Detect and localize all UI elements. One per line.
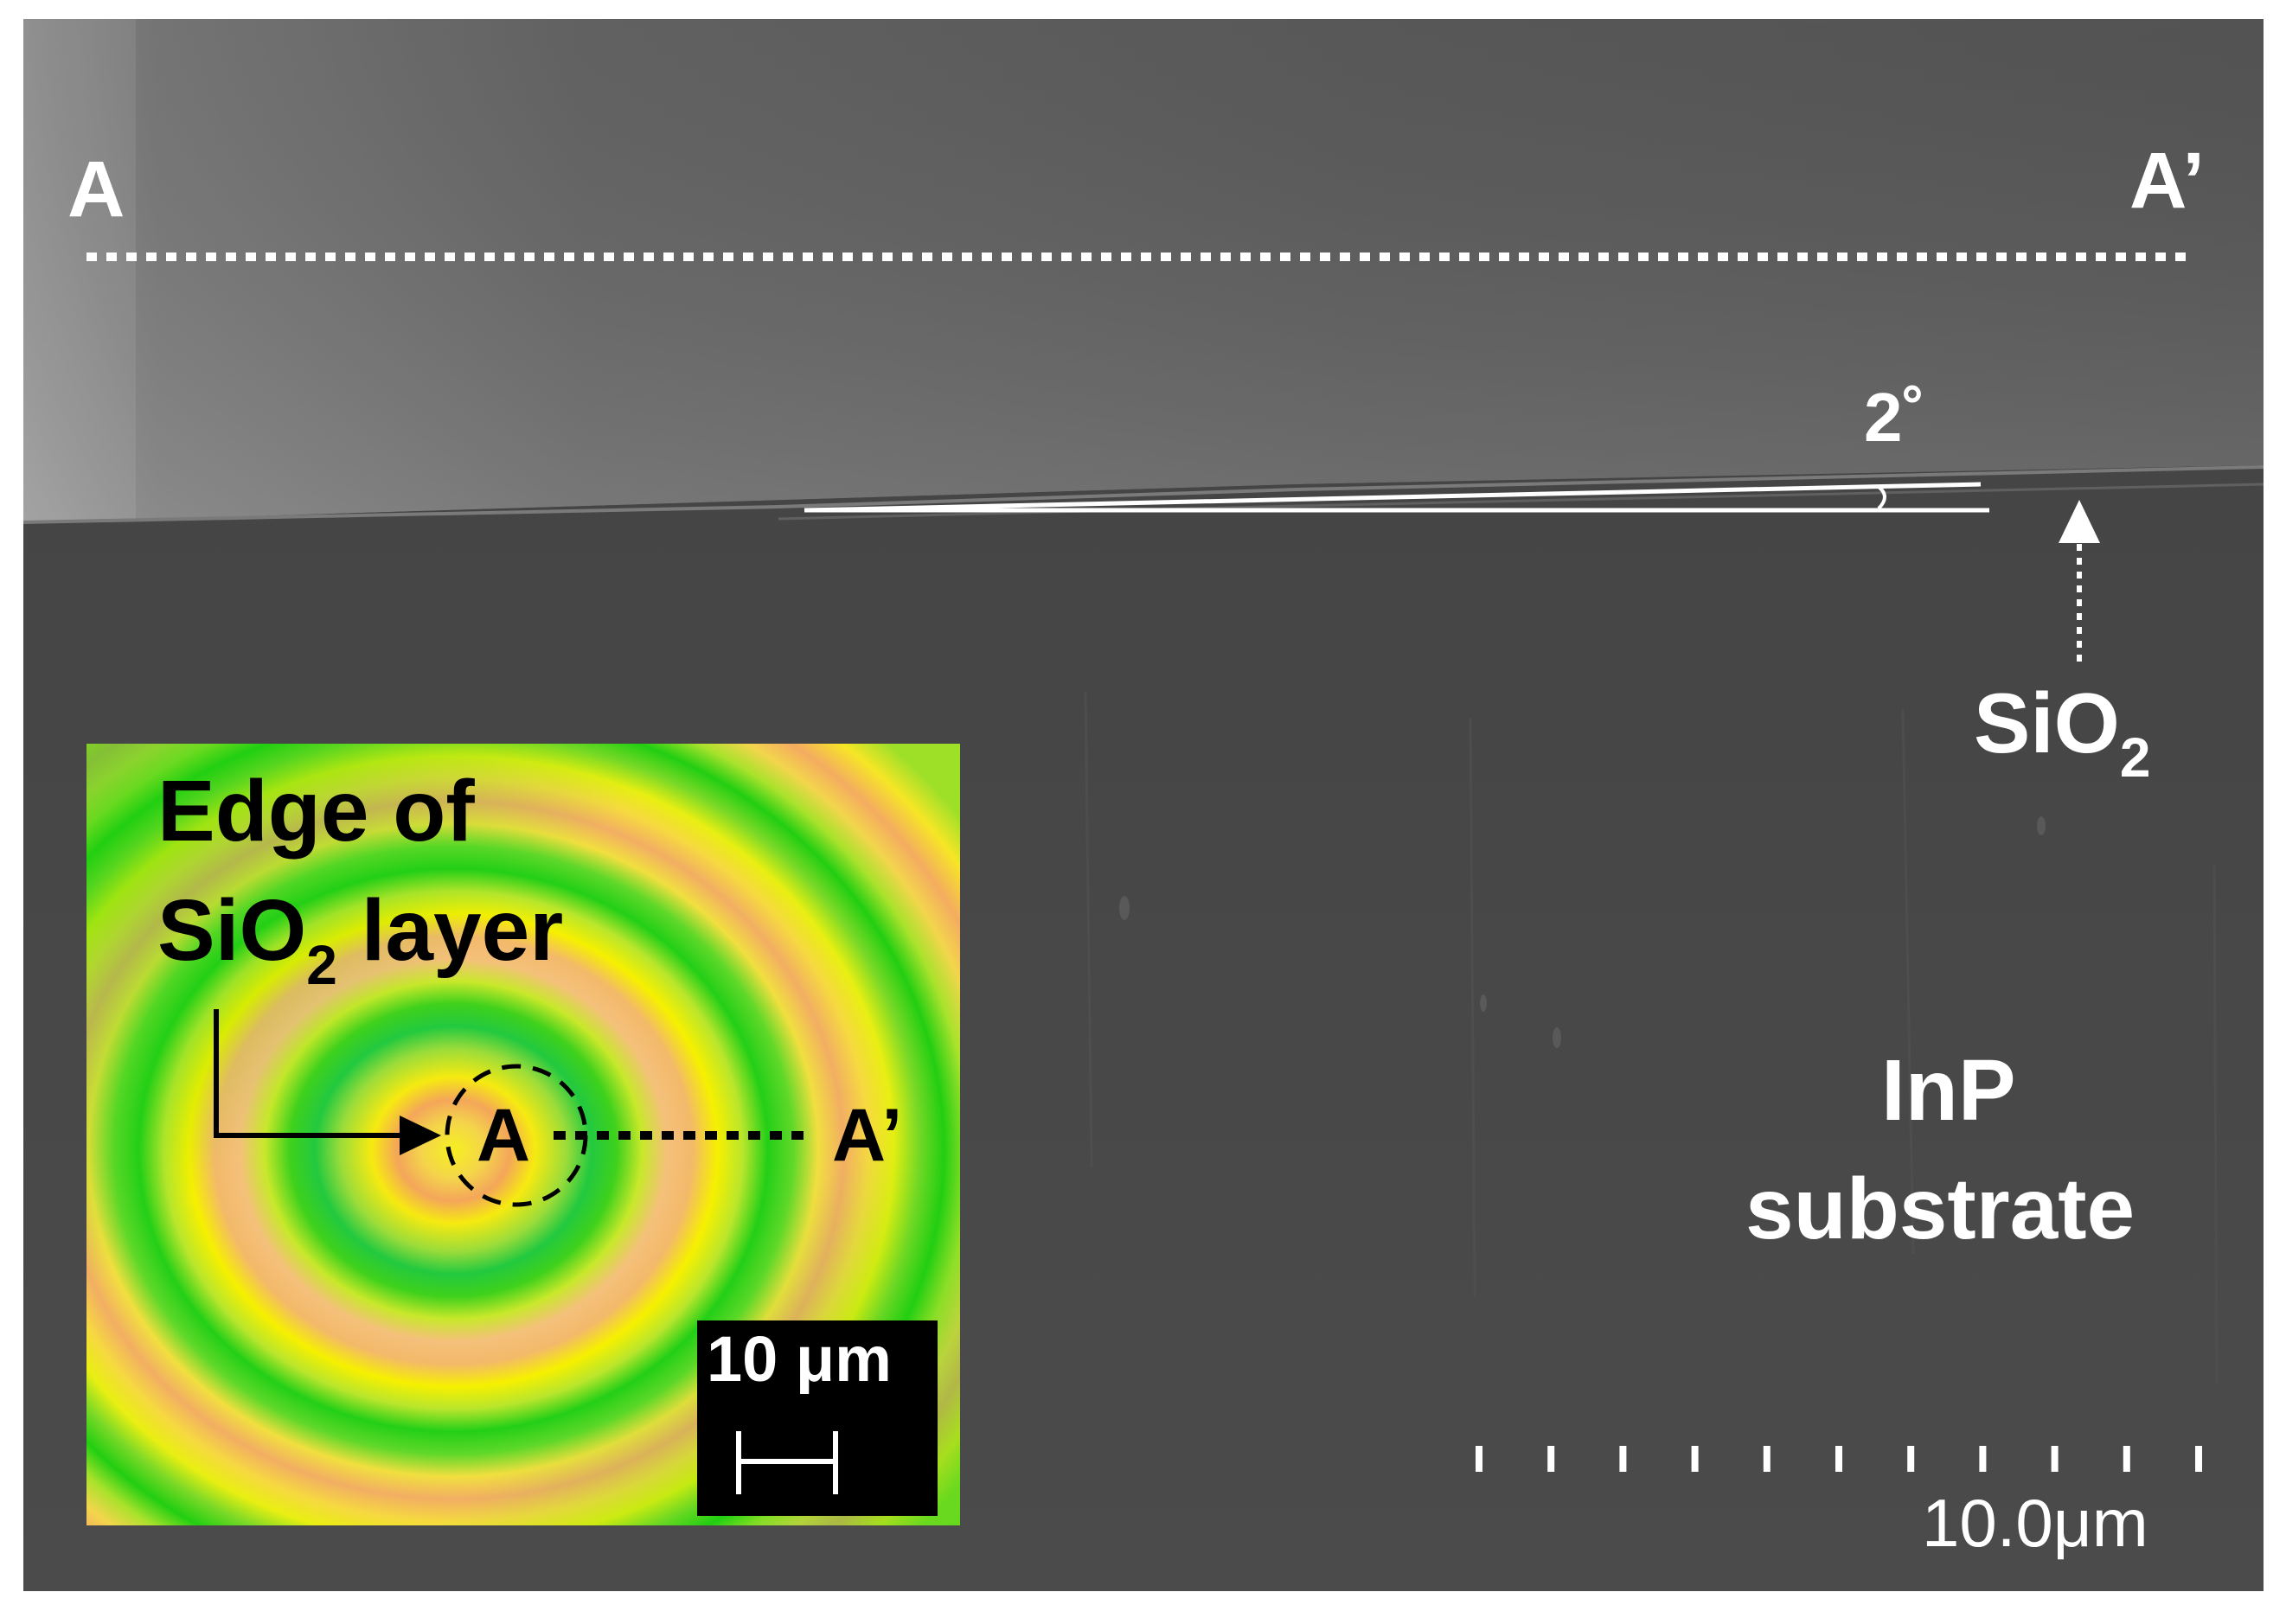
sio2-label: SiO2: [1974, 675, 2150, 789]
inset-interference-image: Edge of SiO2 layer A A’ 10 μm: [86, 744, 960, 1525]
inset-elbow-arrow-line: [214, 1009, 407, 1138]
inset-edge-label-line2: SiO2 layer: [157, 882, 563, 996]
sem-surface-edge: [22, 465, 2264, 524]
sio2-pointer: SiO2: [1974, 500, 2150, 789]
inset-edge-label-line1: Edge of: [157, 763, 475, 860]
inset-arrow-head: [400, 1116, 441, 1155]
sem-texture: [1084, 691, 2219, 1384]
angle-annotation: 2˚: [804, 379, 1989, 513]
inset-scale-bar: [736, 1431, 838, 1494]
angle-label: 2˚: [1864, 379, 1925, 456]
sem-sio2-film-edge: [778, 483, 2264, 521]
sio2-label-subscript: 2: [2120, 726, 2151, 789]
label-a-prime-right: A’: [2129, 137, 2205, 225]
angle-line-upper: [804, 482, 1982, 513]
sem-scale-bar: [1476, 1446, 2202, 1472]
substrate-label-line1: InP: [1881, 1042, 2016, 1139]
sem-scale-label: 10.0μm: [1922, 1485, 2148, 1561]
inset-scale-label: 10 μm: [707, 1323, 892, 1395]
sem-specks: [1119, 816, 2071, 1208]
sio2-arrow-head: [2059, 500, 2100, 543]
inset-point-a: A: [477, 1094, 530, 1177]
inset-edge-label-subscript: 2: [306, 934, 337, 996]
inset-point-a-prime: A’: [832, 1094, 902, 1177]
label-a-left: A: [67, 145, 125, 233]
sio2-label-main: SiO: [1974, 675, 2120, 770]
sem-bright-band: [23, 19, 136, 523]
inset-edge-label-tail: layer: [337, 882, 563, 979]
substrate-label-line2: substrate: [1745, 1160, 2135, 1257]
sem-upper-shading: [23, 19, 2264, 523]
inset-edge-label-sio: SiO: [157, 882, 306, 979]
angle-arc: [1877, 485, 1886, 510]
